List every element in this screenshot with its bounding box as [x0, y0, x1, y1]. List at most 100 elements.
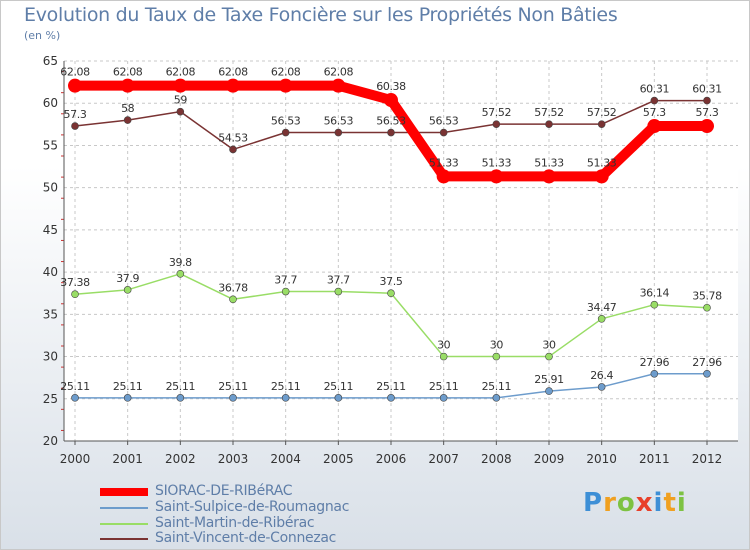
data-label: 57.3: [643, 106, 666, 119]
data-label: 62.08: [271, 66, 301, 79]
data-point: [492, 394, 501, 402]
data-label: 37.7: [327, 274, 350, 287]
data-label: 51.33: [482, 156, 512, 169]
y-tick-label: 30: [43, 350, 58, 364]
data-point: [650, 369, 659, 378]
data-label: 37.9: [116, 272, 139, 285]
data-point: [176, 269, 185, 278]
data-label: 37.7: [274, 274, 297, 287]
x-tick-label: 2001: [112, 452, 143, 466]
data-label: 34.47: [587, 301, 617, 314]
y-tick-label: 50: [43, 181, 58, 195]
data-label: 51.33: [534, 156, 564, 169]
data-point: [542, 169, 556, 184]
data-label: 39.8: [169, 256, 192, 269]
data-point: [229, 394, 237, 402]
data-point: [384, 93, 398, 108]
data-label: 62.08: [60, 66, 90, 79]
data-point: [489, 169, 504, 184]
line-chart: 20 25 30 35 40 45 50 55 60 65 2000 2001 2002 2003 2004…: [43, 54, 738, 466]
legend-label: SIORAC-DE-RIBéRAC: [155, 483, 293, 499]
data-label: 25.91: [534, 373, 564, 386]
data-point: [331, 78, 346, 93]
data-point: [387, 289, 395, 298]
data-label: 25.11: [218, 380, 248, 393]
x-tick-label: 2004: [270, 452, 301, 466]
data-point: [281, 128, 290, 137]
logo-letter: t: [663, 488, 677, 518]
data-point: [439, 394, 448, 402]
logo-letter: x: [635, 488, 654, 518]
data-label: 62.08: [218, 66, 248, 79]
data-label: 25.11: [271, 380, 301, 393]
data-point: [647, 119, 662, 134]
data-point: [123, 116, 132, 124]
y-tick-label: 65: [43, 54, 58, 68]
data-point: [281, 287, 290, 296]
legend-swatch: [100, 538, 148, 540]
data-point: [71, 122, 79, 130]
data-point: [545, 387, 553, 395]
data-point: [334, 128, 343, 137]
x-tick-label: 2009: [534, 452, 565, 466]
data-label: 51.33: [429, 156, 459, 169]
x-tick-label: 2002: [165, 452, 196, 466]
data-point: [597, 120, 606, 128]
data-label: 27.96: [640, 356, 670, 369]
data-label: 57.52: [587, 106, 617, 119]
data-point: [387, 394, 395, 402]
data-label: 25.11: [113, 380, 143, 393]
legend-swatch: [100, 507, 148, 509]
data-point: [71, 290, 79, 299]
data-point: [176, 107, 185, 116]
data-label: 25.11: [166, 380, 196, 393]
data-label: 59: [174, 94, 188, 107]
data-label: 37.38: [60, 276, 90, 289]
data-label: 56.53: [376, 115, 406, 128]
x-tick-label: 2007: [428, 452, 459, 466]
x-tick-label: 2012: [692, 452, 723, 466]
data-label: 51.33: [587, 156, 617, 169]
data-label: 30: [490, 339, 504, 352]
grid: [64, 60, 738, 442]
logo-letter: i: [676, 488, 687, 518]
y-tick-label: 55: [43, 138, 58, 152]
data-point: [226, 78, 240, 93]
y-tick-label: 45: [43, 223, 58, 237]
data-label: 25.11: [482, 380, 512, 393]
data-label: 56.53: [429, 115, 459, 128]
proxiti-logo: Proxiti: [583, 488, 687, 518]
data-label: 26.4: [590, 369, 613, 382]
data-point: [176, 394, 185, 402]
data-point: [703, 369, 711, 378]
data-point: [334, 394, 343, 402]
data-point: [436, 169, 451, 184]
chart-subtitle: (en %): [24, 29, 61, 42]
data-label: 57.3: [64, 108, 87, 121]
data-point: [700, 119, 714, 134]
legend-swatch: [100, 523, 148, 525]
data-point: [281, 394, 290, 402]
data-label: 25.11: [324, 380, 354, 393]
legend-swatch: [100, 488, 148, 496]
legend-label: Saint-Vincent-de-Connezac: [155, 530, 337, 546]
data-label: 60.31: [692, 83, 722, 96]
data-point: [387, 128, 395, 137]
data-label: 62.08: [113, 66, 143, 79]
data-point: [597, 315, 606, 323]
data-point: [334, 287, 343, 296]
x-tick-label: 2008: [481, 452, 512, 466]
data-label: 27.96: [692, 356, 722, 369]
data-point: [439, 128, 448, 137]
data-label: 62.08: [324, 66, 354, 79]
data-point: [229, 295, 237, 304]
data-label: 56.53: [271, 115, 301, 128]
data-point: [703, 303, 711, 312]
axes: 20 25 30 35 40 45 50 55 60 65 2000 2001 2002 2003 2004…: [43, 54, 738, 466]
data-point: [439, 352, 448, 361]
legend-label: Saint-Sulpice-de-Roumagnac: [155, 499, 350, 515]
logo-letter: i: [653, 488, 664, 518]
data-label: 54.53: [218, 131, 248, 144]
x-tick-label: 2005: [323, 452, 354, 466]
y-tick-label: 20: [43, 434, 58, 448]
